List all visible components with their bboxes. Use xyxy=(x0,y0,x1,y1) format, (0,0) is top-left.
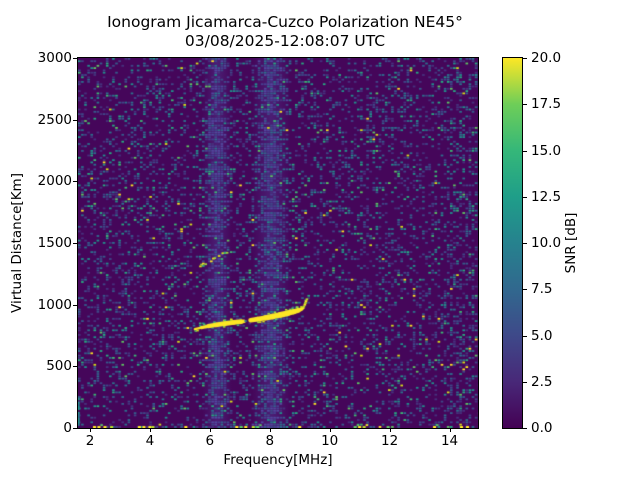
y-tick-mark xyxy=(73,181,77,183)
colorbar-tick-label: 15.0 xyxy=(531,142,562,159)
colorbar-tick-label: 17.5 xyxy=(531,96,562,113)
chart-title: Ionogram Jicamarca-Cuzco Polarization NE… xyxy=(107,13,463,31)
x-tick-label: 6 xyxy=(205,433,215,449)
y-tick-mark xyxy=(73,428,77,429)
colorbar-tick-mark xyxy=(523,196,527,198)
y-tick-label: 2500 xyxy=(37,111,72,128)
colorbar-tick-label: 12.5 xyxy=(531,188,562,205)
y-tick-label: 3000 xyxy=(37,50,72,66)
colorbar-tick-label: 5.0 xyxy=(531,327,553,344)
x-tick-mark xyxy=(209,428,211,432)
y-tick-mark xyxy=(73,243,77,244)
colorbar-tick-mark xyxy=(523,428,527,429)
x-tick-mark xyxy=(269,428,271,432)
y-tick-label: 0 xyxy=(63,420,72,436)
x-tick-mark xyxy=(449,428,451,432)
y-tick-label: 1500 xyxy=(37,235,72,251)
y-tick-mark xyxy=(73,58,77,59)
colorbar-tick-mark xyxy=(523,243,527,244)
x-tick-mark xyxy=(89,428,91,432)
y-tick-mark xyxy=(73,119,77,121)
colorbar-tick-mark xyxy=(523,104,527,106)
x-tick-label: 10 xyxy=(321,433,339,449)
colorbar-tick-label: 20.0 xyxy=(531,50,562,66)
colorbar xyxy=(502,57,523,429)
x-tick-label: 2 xyxy=(85,433,95,449)
y-tick-mark xyxy=(73,304,77,306)
x-tick-mark xyxy=(389,428,391,432)
y-tick-label: 1000 xyxy=(37,296,72,313)
colorbar-tick-label: 10.0 xyxy=(531,235,562,251)
y-tick-label: 2000 xyxy=(37,173,72,190)
colorbar-tick-mark xyxy=(523,335,527,337)
colorbar-tick-mark xyxy=(523,58,527,59)
colorbar-tick-label: 2.5 xyxy=(531,373,553,390)
x-tick-label: 12 xyxy=(381,433,399,449)
x-tick-label: 14 xyxy=(440,433,459,449)
colorbar-tick-mark xyxy=(523,150,527,152)
ionogram-heatmap-canvas xyxy=(78,58,478,428)
plot-area xyxy=(77,57,479,429)
x-tick-mark xyxy=(329,428,331,432)
colorbar-gradient xyxy=(503,58,522,428)
y-tick-mark xyxy=(73,366,77,368)
y-tick-label: 500 xyxy=(46,358,72,375)
colorbar-tick-mark xyxy=(523,381,527,383)
x-tick-label: 4 xyxy=(145,433,155,449)
x-tick-label: 8 xyxy=(265,433,275,449)
colorbar-tick-mark xyxy=(523,289,527,291)
x-tick-mark xyxy=(149,428,151,432)
colorbar-tick-label: 0.0 xyxy=(531,420,553,436)
colorbar-tick-label: 7.5 xyxy=(531,281,553,298)
chart-subtitle: 03/08/2025-12:08:07 UTC xyxy=(184,32,386,50)
y-axis-label: Virtual Distance[Km] xyxy=(9,173,25,313)
x-axis-label: Frequency[MHz] xyxy=(223,452,333,468)
